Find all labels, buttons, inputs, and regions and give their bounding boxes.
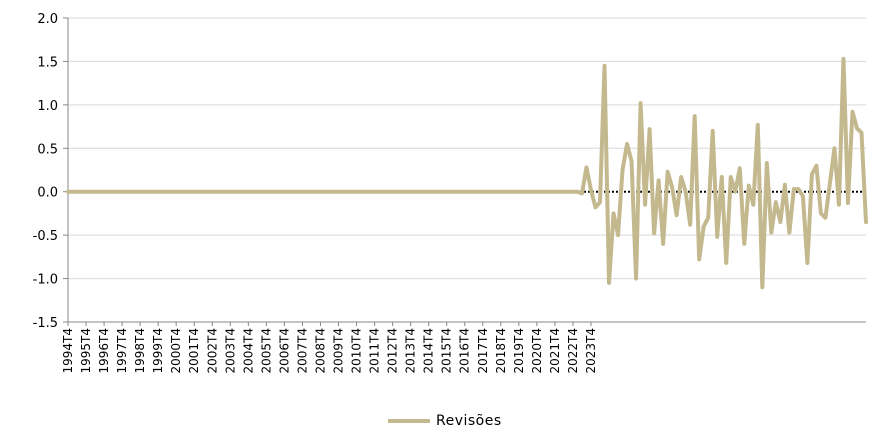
x-tick-label: 1994T4: [61, 328, 75, 374]
legend-swatch: [388, 419, 430, 423]
x-tick-label: 2003T4: [223, 328, 237, 374]
x-tick-label: 2005T4: [259, 328, 273, 374]
x-tick-label: 2002T4: [205, 328, 219, 374]
x-tick-label: 2018T4: [494, 328, 508, 374]
x-tick-label: 2006T4: [277, 328, 291, 374]
x-tick-label: 2017T4: [476, 328, 490, 374]
x-tick-label: 2004T4: [241, 328, 255, 374]
x-tick-label: 2019T4: [512, 328, 526, 374]
legend-label: Revisões: [436, 413, 502, 429]
x-tick-label: 1999T4: [151, 328, 165, 374]
x-tick-label: 2020T4: [530, 328, 544, 374]
y-tick-label: -0.5: [33, 229, 58, 244]
x-tick-label: 2001T4: [187, 328, 201, 374]
y-tick-label: -1.0: [33, 273, 58, 288]
series-line-revisoes: [66, 56, 868, 290]
y-tick-label: 1.0: [37, 99, 58, 114]
gridlines: [68, 17, 866, 323]
x-tick-label: 1998T4: [133, 328, 147, 374]
y-tick-label: 0.5: [37, 142, 58, 157]
x-tick-label: 1997T4: [115, 328, 129, 374]
y-tick-label: -1.5: [33, 316, 58, 331]
x-tick-label: 2022T4: [566, 328, 580, 374]
x-tick-label: 2014T4: [422, 328, 436, 374]
x-tick-label: 2012T4: [386, 328, 400, 374]
y-tick-label: 2.0: [37, 12, 58, 27]
y-tick-label: 1.5: [37, 55, 58, 70]
x-tick-label: 2021T4: [548, 328, 562, 374]
y-axis-ticks: 2.0 1.5 1.0 0.5 0.0 -0.5 -1.0 -1.5: [33, 12, 68, 331]
x-tick-label: 2015T4: [440, 328, 454, 374]
x-tick-label: 1995T4: [79, 328, 93, 374]
legend: Revisões: [388, 411, 502, 431]
x-tick-label: 2007T4: [295, 328, 309, 374]
y-tick-label: 0.0: [37, 186, 58, 201]
x-tick-label: 2016T4: [458, 328, 472, 374]
x-tick-label: 2000T4: [169, 328, 183, 374]
x-tick-label: 2011T4: [368, 328, 382, 374]
x-tick-label: 1996T4: [97, 328, 111, 374]
x-tick-label: 2013T4: [404, 328, 418, 374]
x-tick-label: 2008T4: [313, 328, 327, 374]
x-axis-ticks: 1994T4 1995T4 1996T4 1997T4 1998T4 1999T4 2000…: [61, 322, 598, 374]
x-tick-label: 2023T4: [584, 328, 598, 374]
x-tick-label: 2010T4: [350, 328, 364, 374]
x-tick-label: 2009T4: [332, 328, 346, 374]
